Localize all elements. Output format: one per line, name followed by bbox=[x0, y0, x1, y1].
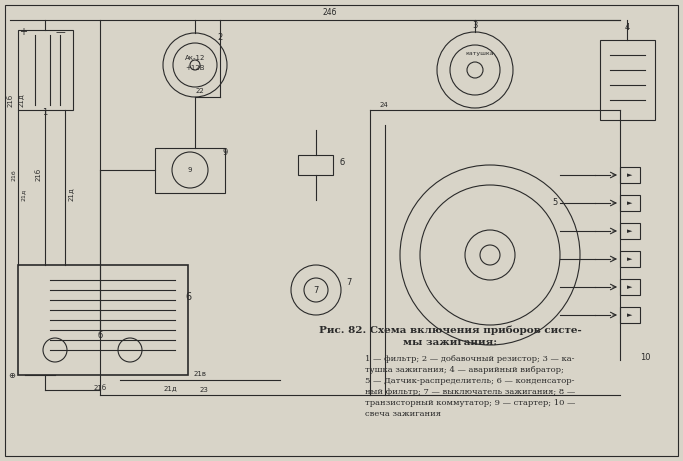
Bar bbox=[620, 167, 640, 183]
Text: 5: 5 bbox=[553, 198, 557, 207]
Bar bbox=[298, 155, 333, 175]
Bar bbox=[155, 148, 225, 193]
Text: 23: 23 bbox=[200, 387, 209, 393]
Text: 22: 22 bbox=[195, 88, 204, 94]
Text: 24б: 24б bbox=[323, 8, 337, 17]
Text: ►: ► bbox=[627, 200, 632, 206]
Text: 21б: 21б bbox=[36, 168, 42, 181]
Text: 7: 7 bbox=[313, 285, 319, 295]
Bar bbox=[600, 40, 655, 120]
Text: ►: ► bbox=[627, 284, 632, 290]
Bar bbox=[620, 195, 640, 211]
Text: 24: 24 bbox=[380, 102, 389, 108]
Text: транзисторный коммутатор; 9 — стартер; 10 —: транзисторный коммутатор; 9 — стартер; 1… bbox=[365, 399, 575, 407]
Text: 21б: 21б bbox=[12, 169, 16, 181]
Text: тушка зажигания; 4 — аварийный вибратор;: тушка зажигания; 4 — аварийный вибратор; bbox=[365, 366, 564, 374]
Bar bbox=[620, 223, 640, 239]
Text: 1: 1 bbox=[42, 108, 48, 117]
Text: ный фильтр; 7 — выключатель зажигания; 8 —: ный фильтр; 7 — выключатель зажигания; 8… bbox=[365, 388, 575, 396]
Text: Рис. 82. Схема включения приборов систе-: Рис. 82. Схема включения приборов систе- bbox=[319, 325, 581, 335]
Text: ►: ► bbox=[627, 228, 632, 234]
Text: 9: 9 bbox=[223, 148, 227, 157]
Text: 3: 3 bbox=[473, 21, 477, 30]
Text: 10: 10 bbox=[640, 353, 650, 362]
Text: —: — bbox=[55, 27, 65, 37]
Bar bbox=[620, 251, 640, 267]
Text: 5 — Датчик-распределитель; 6 — конденсатор-: 5 — Датчик-распределитель; 6 — конденсат… bbox=[365, 377, 574, 385]
Text: 7: 7 bbox=[346, 278, 351, 287]
Text: Ак-12: Ак-12 bbox=[185, 55, 205, 61]
Text: 21в: 21в bbox=[193, 371, 206, 377]
Text: ►: ► bbox=[627, 312, 632, 318]
Text: б: б bbox=[98, 331, 102, 340]
Text: ⊕: ⊕ bbox=[8, 371, 16, 379]
Text: +: + bbox=[19, 27, 27, 37]
Text: 6: 6 bbox=[185, 292, 191, 302]
Bar bbox=[620, 307, 640, 323]
Text: +12В: +12В bbox=[185, 65, 205, 71]
Text: 4: 4 bbox=[624, 23, 630, 32]
Text: мы зажигания:: мы зажигания: bbox=[403, 338, 497, 347]
Text: ►: ► bbox=[627, 256, 632, 262]
Text: свеча зажигания: свеча зажигания bbox=[365, 410, 441, 418]
Text: 2: 2 bbox=[217, 33, 223, 42]
Text: ►: ► bbox=[627, 172, 632, 178]
Text: 21б: 21б bbox=[94, 385, 107, 391]
Text: 9: 9 bbox=[188, 167, 192, 173]
Text: катушка: катушка bbox=[466, 51, 494, 56]
Text: б: б bbox=[340, 158, 345, 167]
Text: 21д: 21д bbox=[18, 93, 24, 107]
Bar bbox=[18, 30, 73, 110]
Text: 21б: 21б bbox=[8, 94, 14, 106]
Bar bbox=[18, 265, 188, 375]
Text: 21д: 21д bbox=[68, 187, 74, 201]
Text: 21д: 21д bbox=[20, 189, 25, 201]
Text: 21д: 21д bbox=[163, 385, 177, 391]
Text: 1 — фильтр; 2 — добавочный резистор; 3 — ка-: 1 — фильтр; 2 — добавочный резистор; 3 —… bbox=[365, 355, 574, 363]
Bar bbox=[620, 279, 640, 295]
